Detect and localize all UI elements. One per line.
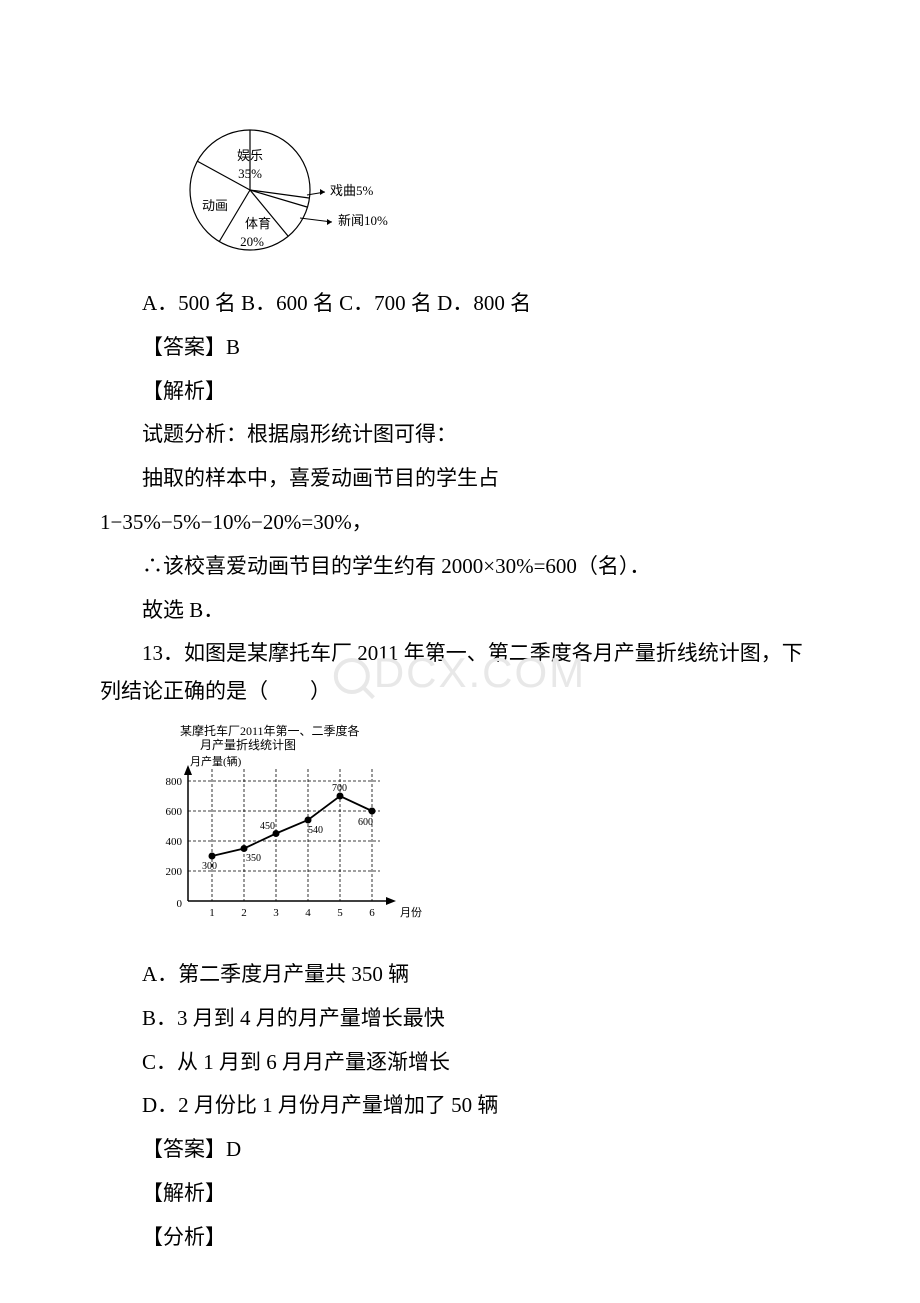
pie-value-sports: 20% (240, 234, 264, 249)
chart-title-1: 某摩托车厂2011年第一、二季度各 (180, 723, 360, 738)
pt-label-6: 600 (358, 817, 373, 828)
ytick-0: 0 (177, 898, 183, 910)
pt-label-4: 540 (308, 825, 323, 836)
pie-chart: 娱乐 35% 戏曲5% 新闻10% 体育 20% 动画 (140, 100, 820, 265)
q12-analysis-2a: 抽取的样本中，喜爱动画节目的学生占 (100, 460, 820, 498)
q12-analysis-label: 【解析】 (100, 373, 820, 411)
chart-title-2: 月产量折线统计图 (200, 737, 296, 752)
xtick-5: 5 (337, 907, 343, 919)
pie-value-entertainment: 35% (238, 166, 262, 181)
q12-conclusion: 故选 B． (100, 592, 820, 630)
pt-label-5: 700 (332, 783, 347, 794)
q12-options: A．500 名 B．600 名 C．700 名 D．800 名 (100, 285, 820, 323)
ytick-600: 600 (166, 806, 183, 818)
q13-answer: 【答案】D (100, 1131, 820, 1169)
q12-analysis-3: ∴该校喜爱动画节目的学生约有 2000×30%=600（名）． (100, 548, 820, 586)
xtick-2: 2 (241, 907, 247, 919)
ytick-800: 800 (166, 776, 183, 788)
q13-option-d: D．2 月份比 1 月份月产量增加了 50 辆 (100, 1087, 820, 1125)
xtick-6: 6 (369, 907, 375, 919)
line-chart: 某摩托车厂2011年第一、二季度各 月产量折线统计图 月产量(辆) 0 200 … (140, 721, 820, 936)
q13-stem: 13．如图是某摩托车厂 2011 年第一、第二季度各月产量折线统计图，下列结论正… (100, 635, 820, 711)
q13-analysis-label: 【解析】 (100, 1175, 820, 1213)
q12-answer: 【答案】B (100, 329, 820, 367)
chart-ylabel: 月产量(辆) (190, 754, 242, 768)
ytick-200: 200 (166, 866, 183, 878)
ytick-400: 400 (166, 836, 183, 848)
q13-option-c: C．从 1 月到 6 月月产量逐渐增长 (100, 1044, 820, 1082)
pie-label-opera: 戏曲5% (330, 183, 374, 198)
pie-label-anime: 动画 (202, 198, 228, 213)
q13-option-b: B．3 月到 4 月的月产量增长最快 (100, 1000, 820, 1038)
q13-option-a: A．第二季度月产量共 350 辆 (100, 956, 820, 994)
xtick-3: 3 (273, 907, 279, 919)
xtick-1: 1 (209, 907, 215, 919)
pt-label-3: 450 (260, 821, 275, 832)
chart-xlabel: 月份 (400, 906, 422, 919)
pt-label-1: 300 (202, 861, 217, 872)
q12-analysis-2b: 1−35%−5%−10%−20%=30%， (100, 504, 820, 542)
pt-label-2: 350 (246, 853, 261, 864)
xtick-4: 4 (305, 907, 311, 919)
pie-label-news: 新闻10% (338, 213, 388, 228)
pie-label-entertainment: 娱乐 (237, 148, 263, 163)
q13-sub-analysis-label: 【分析】 (100, 1219, 820, 1257)
pie-label-sports: 体育 (245, 216, 271, 231)
q12-analysis-1: 试题分析：根据扇形统计图可得： (100, 416, 820, 454)
